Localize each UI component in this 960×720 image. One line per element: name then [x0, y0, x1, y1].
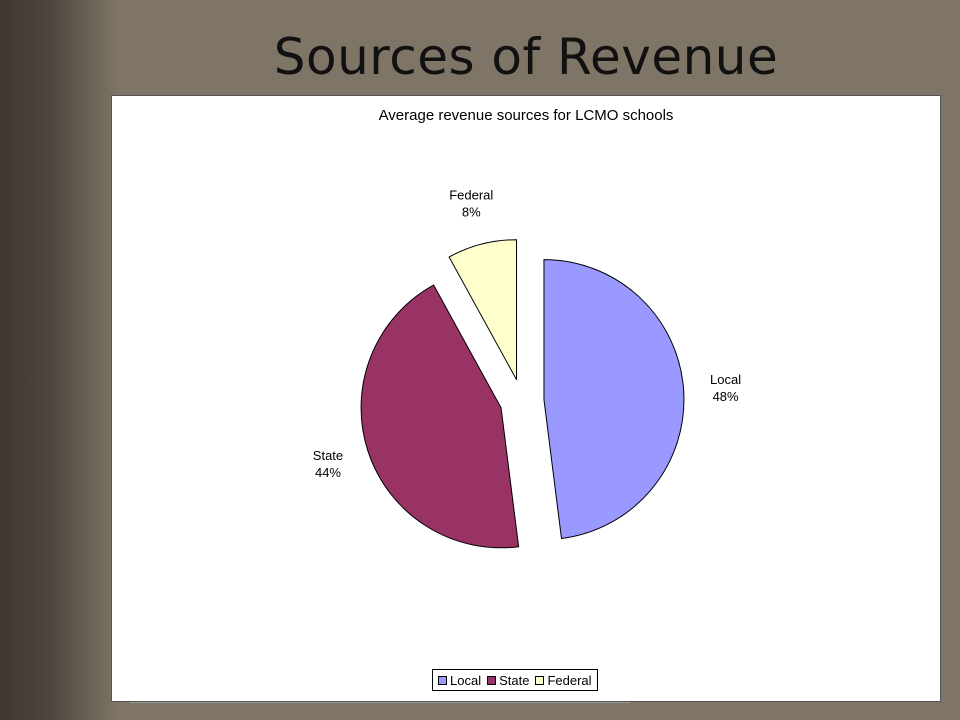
pie-slice-state: [360, 284, 520, 549]
slice-value-federal: 8%: [462, 204, 481, 219]
chart-title: Average revenue sources for LCMO schools: [378, 107, 674, 124]
slide-title: Sources of Revenue: [273, 28, 779, 86]
slice-label-state: State: [313, 448, 343, 463]
slice-label-federal: Federal: [449, 187, 493, 202]
slice-value-state: 44%: [315, 465, 341, 480]
divider: [130, 702, 630, 706]
legend-item-state: State: [487, 673, 529, 688]
legend-label-state: State: [499, 672, 530, 688]
slide-side-shade: [0, 0, 118, 720]
pie-slice-local: [543, 259, 685, 540]
chart-legend: Local State Federal: [432, 669, 598, 691]
legend-swatch-local: [438, 675, 447, 685]
legend-item-local: Local: [438, 673, 481, 688]
legend-label-federal: Federal: [547, 672, 592, 688]
slice-label-local: Local: [710, 372, 741, 387]
legend-swatch-state: [487, 675, 497, 685]
pie-chart: Local 48% State 44% Federal 8%: [313, 187, 741, 549]
pie-slice-federal: [448, 239, 518, 380]
legend-item-federal: Federal: [535, 672, 592, 688]
slice-value-local: 48%: [713, 389, 739, 404]
legend-label-local: Local: [450, 672, 482, 688]
legend-swatch-federal: [535, 675, 545, 685]
chart-area: Average revenue sources for LCMO schools…: [111, 95, 941, 702]
